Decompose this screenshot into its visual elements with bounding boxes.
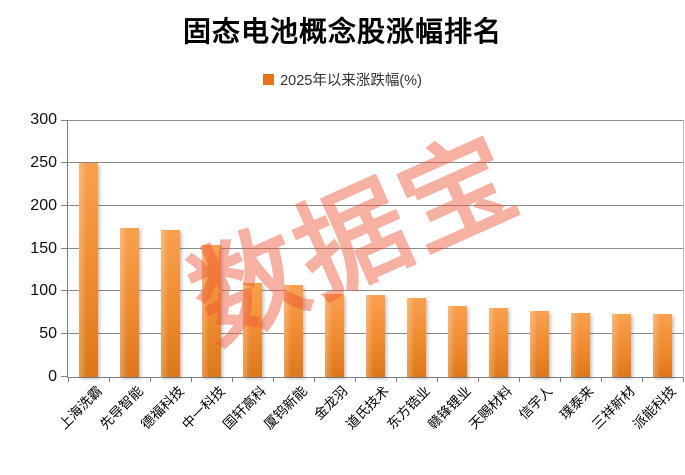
x-axis-category-label: 东方锆业 [383, 383, 433, 433]
y-axis-tick-label: 300 [30, 111, 57, 128]
gridline-200 [68, 204, 683, 206]
gridline-100 [68, 290, 683, 292]
y-axis-tick-label: 50 [39, 325, 57, 343]
x-axis-category-label: 璞泰来 [557, 383, 597, 423]
y-axis-tick-label: 0 [48, 368, 57, 385]
x-axis-category-label: 中一科技 [178, 383, 228, 433]
bar-上海洗霸 [79, 162, 98, 377]
y-axis-tick-label: 100 [30, 282, 57, 300]
bar-派能科技 [653, 314, 672, 377]
y-tick [61, 204, 68, 206]
x-axis-category-label: 德福科技 [137, 383, 187, 433]
x-tick [150, 378, 151, 382]
y-axis-tick-label: 200 [30, 196, 57, 214]
x-axis-category-label: 道氏技术 [342, 383, 392, 433]
x-axis-category-label: 国轩高科 [219, 383, 269, 433]
x-axis-category-label: 信宇人 [516, 383, 556, 423]
x-tick [560, 378, 561, 382]
x-tick [396, 378, 397, 382]
chart-title: 固态电池概念股涨幅排名 [182, 17, 502, 48]
x-axis-category-label: 派能科技 [629, 383, 679, 433]
x-tick [355, 378, 356, 382]
x-tick [109, 378, 110, 382]
y-tick [61, 247, 68, 249]
y-tick [61, 376, 68, 377]
gridline-150 [68, 247, 683, 249]
x-axis-category-label: 三祥新材 [588, 383, 638, 433]
y-tick [61, 161, 68, 163]
x-tick [478, 378, 479, 382]
bar-金龙羽 [325, 293, 344, 377]
x-tick [68, 378, 69, 382]
x-tick [191, 378, 192, 382]
bar-先导智能 [120, 227, 139, 377]
x-axis-category-label: 先导智能 [96, 383, 146, 433]
bar-厦钨新能 [284, 285, 303, 377]
y-tick [61, 333, 68, 335]
y-axis-tick-label: 150 [30, 239, 57, 257]
bar-信宇人 [530, 311, 549, 377]
y-tick [61, 290, 68, 292]
x-tick [232, 378, 233, 382]
bar-天赐材料 [489, 308, 508, 377]
legend-swatch-icon [263, 74, 275, 85]
bar-璞泰来 [571, 312, 590, 377]
bar-东方锆业 [407, 298, 426, 377]
y-tick [61, 120, 68, 121]
x-axis-category-label: 赣锋锂业 [424, 383, 474, 433]
bar-国轩高科 [243, 282, 262, 377]
x-tick [601, 378, 602, 382]
gridline-300 [68, 120, 683, 121]
plot-area [61, 120, 684, 382]
y-axis-tick-label: 250 [30, 153, 57, 171]
bar-三祥新材 [612, 313, 631, 377]
x-axis-category-label: 金龙羽 [311, 383, 351, 423]
x-axis-category-label: 天赐材料 [465, 383, 515, 433]
x-tick [273, 378, 274, 382]
bar-道氏技术 [366, 294, 385, 377]
x-tick [314, 378, 315, 382]
x-axis-category-label: 上海洗霸 [55, 383, 105, 433]
x-tick [642, 378, 643, 382]
bar-德福科技 [161, 229, 180, 377]
chart-legend: 2025年以来涨跌幅(%) [0, 69, 685, 90]
x-tick [683, 378, 684, 382]
bar-赣锋锂业 [448, 305, 467, 377]
x-axis-category-label: 厦钨新能 [260, 383, 310, 433]
bar-中一科技 [202, 245, 221, 377]
gridline-250 [68, 161, 683, 163]
x-tick [519, 378, 520, 382]
x-tick [437, 378, 438, 382]
legend-series-label: 2025年以来涨跌幅(%) [280, 73, 422, 89]
